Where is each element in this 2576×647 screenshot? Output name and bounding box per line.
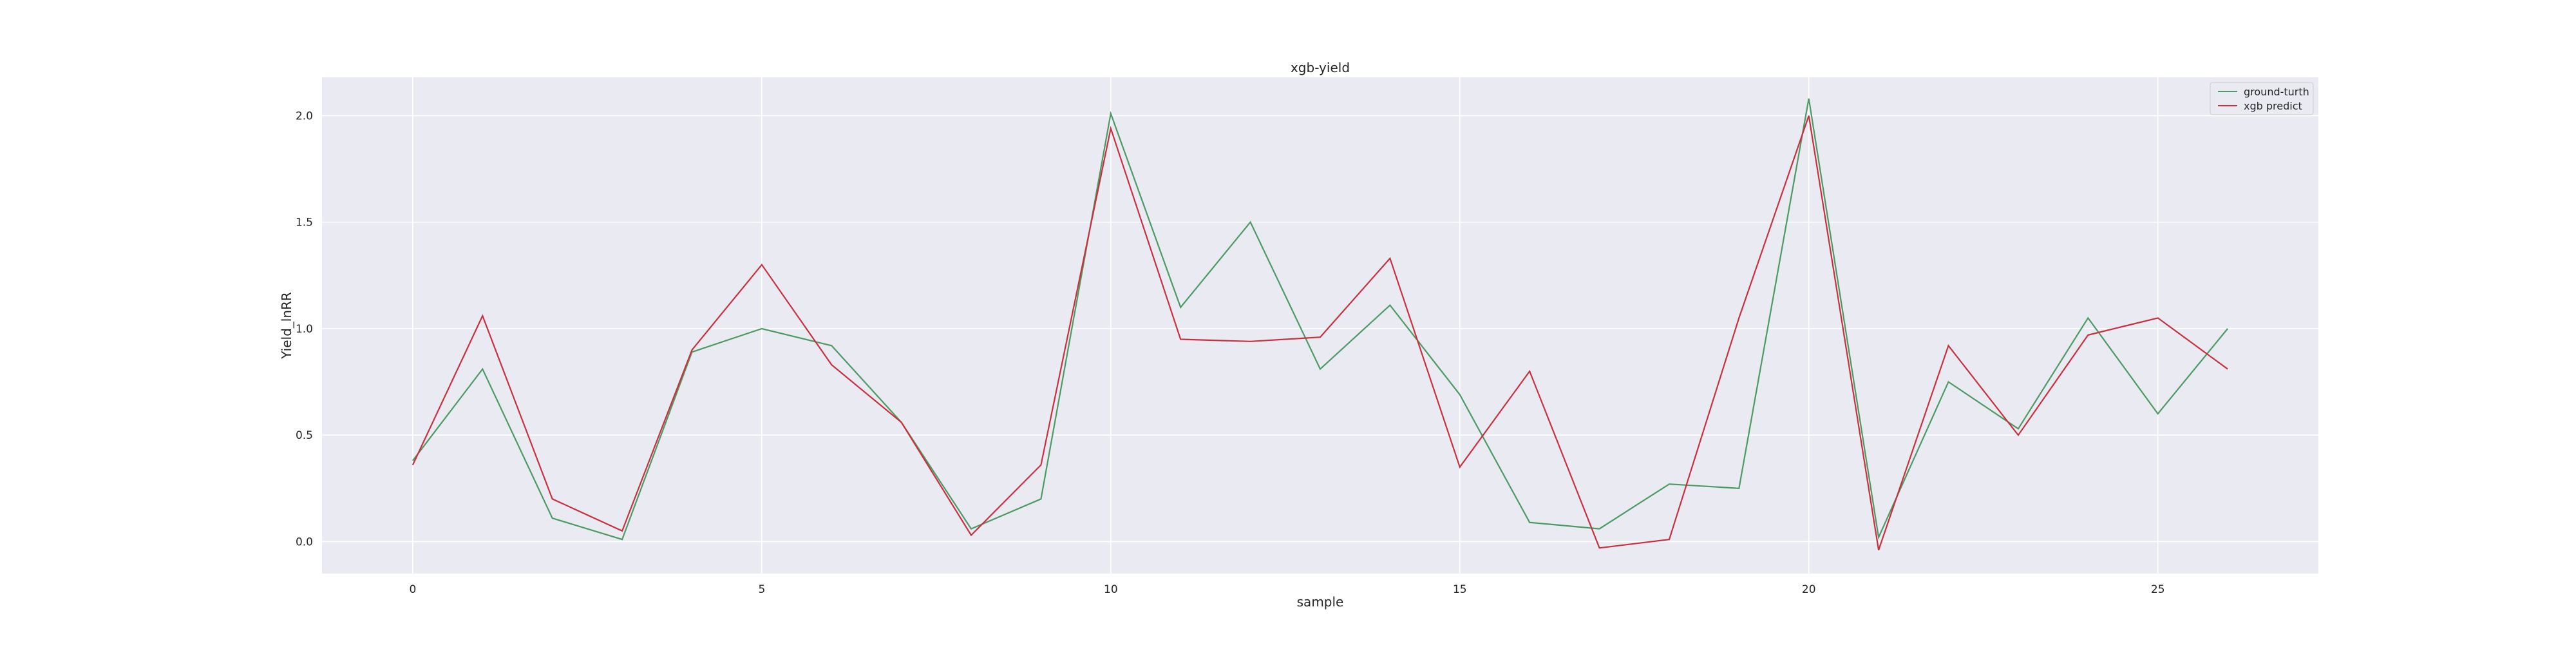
legend-label-ground-turth: ground-turth (2244, 86, 2309, 98)
y-tick-label: 0.0 (296, 536, 313, 548)
plot-background (322, 77, 2318, 574)
series-lines (412, 98, 2228, 550)
x-tick-label: 25 (2151, 583, 2165, 596)
legend-box (2210, 82, 2314, 115)
y-axis-label: Yield_lnRR (279, 292, 294, 360)
x-axis-label: sample (1297, 594, 1344, 610)
grid-lines (322, 77, 2318, 574)
series-line-ground-turth (412, 98, 2228, 541)
x-tick-label: 20 (1802, 583, 1816, 596)
x-tick-label: 5 (758, 583, 765, 596)
x-tick-label: 15 (1453, 583, 1467, 596)
legend: ground-turth xgb predict (2210, 82, 2314, 115)
x-tick-label: 10 (1104, 583, 1118, 596)
y-tick-label: 1.5 (296, 217, 313, 229)
x-tick-label: 0 (409, 583, 416, 596)
tick-labels: 0 5 10 15 20 25 0.0 0.5 1.0 1.5 2.0 (296, 110, 2165, 596)
legend-label-xgb-predict: xgb predict (2244, 100, 2302, 112)
chart-title: xgb-yield (1291, 60, 1350, 75)
series-line-xgb-predict (412, 115, 2228, 550)
y-tick-label: 0.5 (296, 429, 313, 442)
y-tick-label: 1.0 (296, 323, 313, 336)
y-tick-label: 2.0 (296, 110, 313, 122)
